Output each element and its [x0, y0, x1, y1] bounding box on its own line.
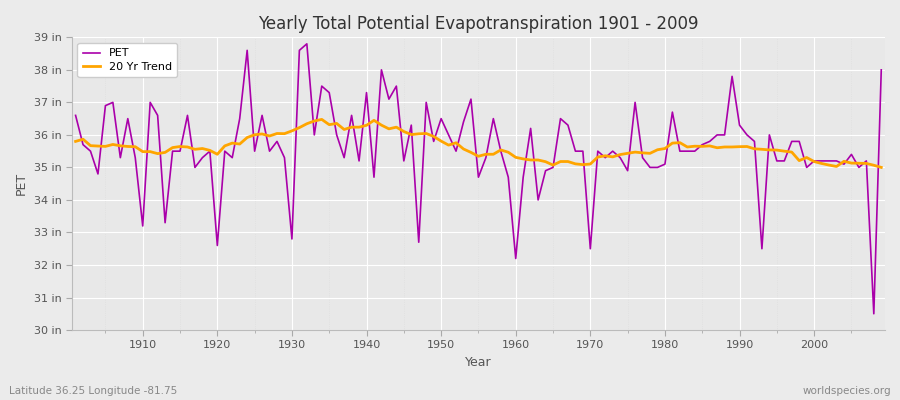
PET — [130, 155, 140, 160]
20 Yr Trend — [518, 156, 528, 161]
20 Yr Trend — [70, 139, 81, 144]
PET — [294, 48, 305, 53]
20 Yr Trend — [608, 154, 618, 159]
PET — [518, 175, 528, 180]
20 Yr Trend — [317, 117, 328, 122]
Y-axis label: PET: PET — [15, 172, 28, 195]
20 Yr Trend — [510, 155, 521, 160]
Line: 20 Yr Trend: 20 Yr Trend — [76, 120, 881, 168]
PET — [608, 149, 618, 154]
20 Yr Trend — [294, 125, 305, 130]
Title: Yearly Total Potential Evapotranspiration 1901 - 2009: Yearly Total Potential Evapotranspiratio… — [258, 15, 698, 33]
Text: worldspecies.org: worldspecies.org — [803, 386, 891, 396]
PET — [70, 113, 81, 118]
PET — [302, 42, 312, 46]
X-axis label: Year: Year — [465, 356, 491, 369]
PET — [868, 311, 879, 316]
Legend: PET, 20 Yr Trend: PET, 20 Yr Trend — [77, 43, 177, 77]
Line: PET: PET — [76, 44, 881, 314]
PET — [510, 256, 521, 261]
20 Yr Trend — [876, 165, 886, 170]
PET — [346, 113, 357, 118]
PET — [876, 68, 886, 72]
20 Yr Trend — [346, 125, 357, 130]
Text: Latitude 36.25 Longitude -81.75: Latitude 36.25 Longitude -81.75 — [9, 386, 177, 396]
20 Yr Trend — [130, 144, 140, 149]
